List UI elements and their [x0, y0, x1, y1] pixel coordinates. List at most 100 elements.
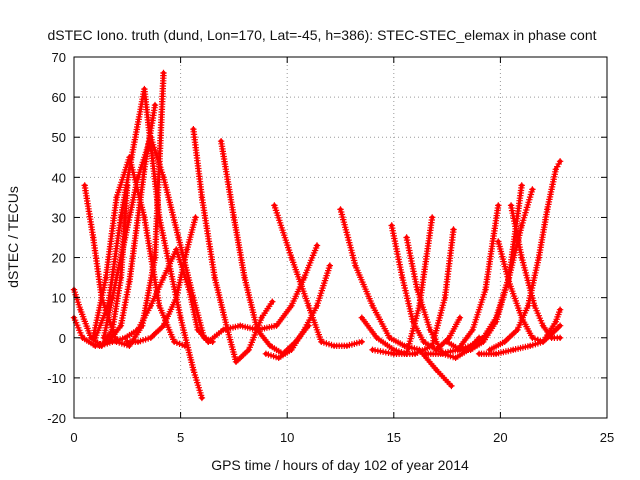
data-point: [206, 339, 211, 344]
data-series: [358, 214, 436, 357]
data-point: [259, 315, 264, 320]
x-tick-label: 15: [387, 430, 401, 445]
data-point: [457, 315, 463, 320]
data-point: [93, 335, 98, 340]
data-point: [123, 235, 128, 240]
data-point: [127, 279, 132, 284]
data-point: [148, 335, 153, 340]
data-point: [289, 347, 294, 352]
data-point: [97, 343, 102, 348]
data-point: [530, 187, 535, 192]
data-point: [400, 275, 405, 280]
data-point: [502, 339, 507, 344]
data-point: [438, 351, 443, 356]
data-point: [221, 327, 226, 332]
data-point: [135, 175, 141, 180]
data-point: [135, 327, 141, 332]
data-point: [110, 339, 115, 344]
data-point: [444, 339, 450, 344]
data-point: [174, 295, 179, 300]
data-point: [148, 303, 153, 308]
data-point: [314, 243, 320, 248]
data-point: [161, 275, 166, 280]
data-point: [374, 335, 379, 340]
data-point: [289, 303, 294, 308]
data-point: [481, 335, 486, 340]
data-point: [129, 155, 134, 160]
x-axis-label: GPS time / hours of day 102 of year 2014: [211, 457, 469, 473]
data-point: [193, 215, 198, 220]
data-point: [515, 327, 520, 332]
data-point: [184, 247, 190, 252]
data-point: [142, 86, 147, 92]
data-point: [302, 275, 307, 280]
data-point: [270, 299, 275, 304]
data-point: [442, 295, 448, 300]
data-point: [493, 315, 499, 320]
data-point: [344, 343, 350, 348]
data-point: [91, 235, 96, 240]
data-point: [80, 335, 85, 340]
data-layer: [70, 69, 564, 402]
tick-layer: 0 5 10 15 20 25 -20 -10 0 10 20 30 40 50 60 70: [47, 50, 614, 445]
data-point: [545, 207, 550, 212]
data-point: [199, 195, 205, 200]
data-series: [475, 306, 564, 357]
data-point: [319, 339, 324, 344]
data-point: [314, 303, 320, 308]
data-series: [454, 186, 536, 353]
data-point: [218, 139, 224, 144]
data-point: [272, 203, 277, 208]
data-point: [430, 215, 435, 220]
series-line: [219, 139, 311, 356]
data-point: [391, 351, 396, 356]
data-point: [327, 263, 332, 268]
data-point: [427, 327, 433, 332]
y-tick-label: 60: [52, 90, 66, 105]
y-tick-label: 70: [52, 50, 66, 65]
x-tick-label: 25: [600, 430, 614, 445]
data-point: [267, 343, 273, 348]
x-tick-label: 10: [280, 430, 294, 445]
x-tick-label: 0: [70, 430, 77, 445]
data-point: [233, 359, 239, 364]
data-point: [391, 347, 396, 352]
data-point: [415, 287, 420, 292]
data-point: [423, 351, 428, 356]
data-point: [519, 255, 524, 260]
data-series: [124, 214, 199, 345]
data-point: [289, 255, 294, 260]
data-point: [123, 335, 128, 340]
data-point: [402, 343, 407, 348]
data-point: [353, 263, 358, 268]
data-point: [176, 235, 181, 240]
data-point: [93, 343, 98, 348]
data-point: [451, 227, 456, 232]
y-tick-label: 40: [52, 170, 66, 185]
data-point: [528, 343, 533, 348]
data-point: [338, 207, 343, 212]
series-markers: [217, 138, 312, 357]
data-point: [493, 351, 499, 356]
y-axis-label: dSTEC / TECUs: [5, 186, 21, 288]
data-series: [507, 202, 564, 341]
data-point: [468, 347, 473, 352]
data-point: [540, 323, 546, 328]
data-series: [388, 222, 464, 353]
data-point: [212, 275, 217, 280]
data-point: [447, 335, 452, 340]
data-point: [118, 215, 124, 220]
data-point: [302, 327, 307, 332]
data-point: [508, 203, 514, 208]
data-point: [532, 303, 537, 308]
plot-frame: [73, 56, 608, 419]
data-point: [142, 215, 147, 220]
data-point: [449, 383, 454, 389]
data-point: [434, 367, 439, 373]
data-point: [331, 343, 337, 348]
data-point: [455, 347, 460, 352]
data-point: [191, 367, 196, 373]
data-point: [453, 355, 458, 360]
